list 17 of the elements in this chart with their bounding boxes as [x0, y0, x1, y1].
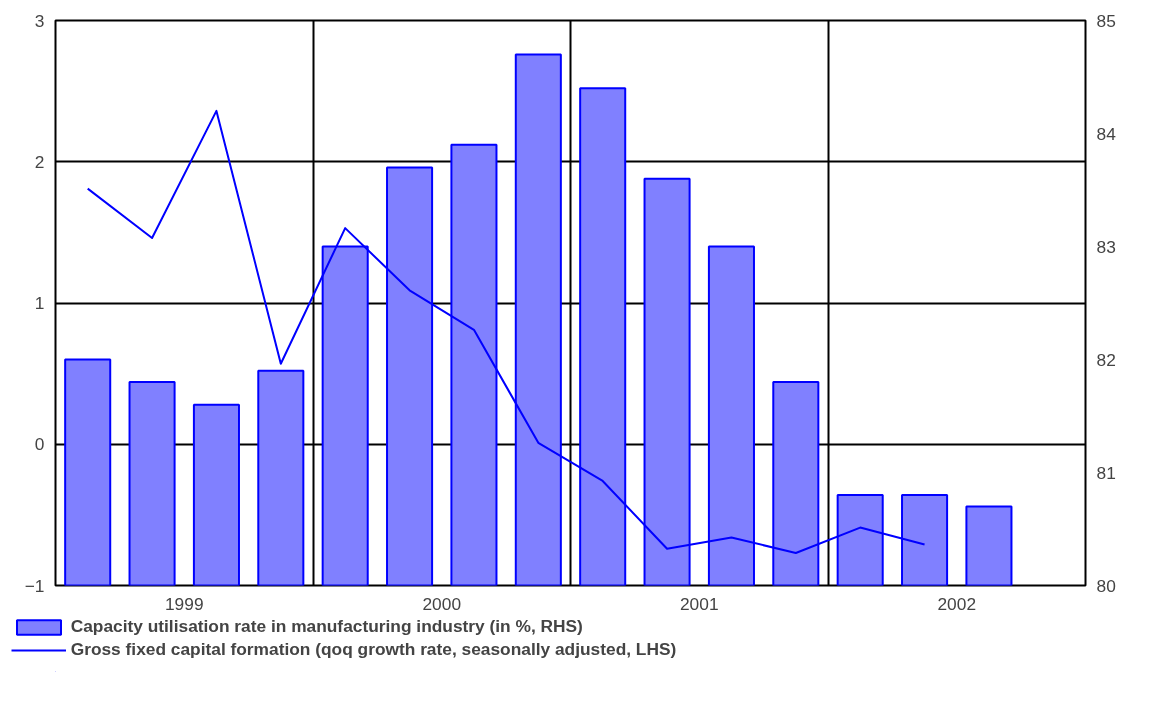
- y-tick-label: 0: [34, 434, 45, 455]
- y-tick-label: 2: [34, 151, 45, 172]
- y2-tick-label: 84: [1096, 123, 1117, 144]
- y2-tick-label: 82: [1096, 349, 1116, 370]
- y2-tick-label: 80: [1096, 575, 1116, 596]
- y-tick-label: 1: [34, 293, 45, 313]
- legend-label: Gross fixed capital formation (qoq growth rate, seasonally adjusted, LHS): [70, 639, 677, 660]
- x-tick-label: 2002: [937, 593, 977, 614]
- y2-tick-label: 85: [1096, 10, 1116, 31]
- x-tick-label: 2000: [422, 593, 462, 614]
- x-tick-label: 1999: [164, 593, 204, 614]
- legend-label: Capacity utilisation rate in manufacturing industry (in %, RHS): [70, 616, 583, 637]
- y-tick-label: −1: [24, 575, 45, 596]
- y2-tick-label: 81: [1096, 462, 1116, 483]
- y2-tick-label: 83: [1096, 236, 1116, 257]
- x-tick-label: 2001: [679, 593, 719, 614]
- y-tick-label: 3: [34, 10, 45, 31]
